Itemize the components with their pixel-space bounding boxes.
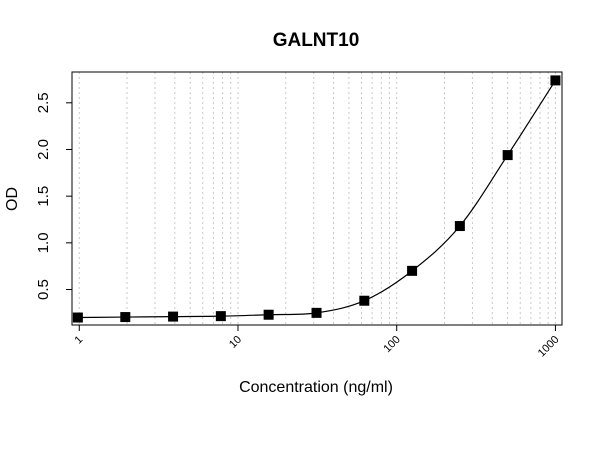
x-tick-label: 100: [381, 334, 402, 355]
fit-curve: [77, 80, 556, 319]
y-tick-label: 1.0: [35, 232, 52, 253]
x-axis: 1 10 100 1000: [73, 325, 562, 359]
y-axis: 0.5 1.0 1.5 2.0 2.5: [35, 92, 72, 300]
data-point: [407, 265, 418, 276]
y-tick-label: 2.5: [35, 92, 52, 113]
y-tick-label: 0.5: [35, 279, 52, 300]
points-layer: [72, 75, 561, 323]
data-point: [168, 311, 179, 322]
chart-title: GALNT10: [273, 30, 360, 51]
y-axis-title: OD: [4, 187, 21, 211]
data-point: [215, 311, 226, 322]
plot-frame: [71, 71, 563, 326]
data-point: [72, 312, 83, 323]
y-tick-label: 2.0: [35, 139, 52, 160]
data-point: [311, 307, 322, 318]
data-point: [263, 309, 274, 320]
x-tick-label: 1000: [536, 334, 562, 360]
x-tick-label: 1: [73, 334, 86, 347]
x-tick-label: 10: [227, 334, 244, 351]
grid-layer: [78, 72, 556, 325]
data-point: [550, 75, 561, 86]
data-point: [120, 312, 131, 323]
data-point: [359, 295, 370, 306]
curve-layer: [77, 80, 556, 319]
y-tick-label: 1.5: [35, 186, 52, 207]
data-point: [502, 150, 513, 161]
x-axis-title: Concentration (ng/ml): [239, 379, 393, 396]
data-point: [454, 221, 465, 232]
